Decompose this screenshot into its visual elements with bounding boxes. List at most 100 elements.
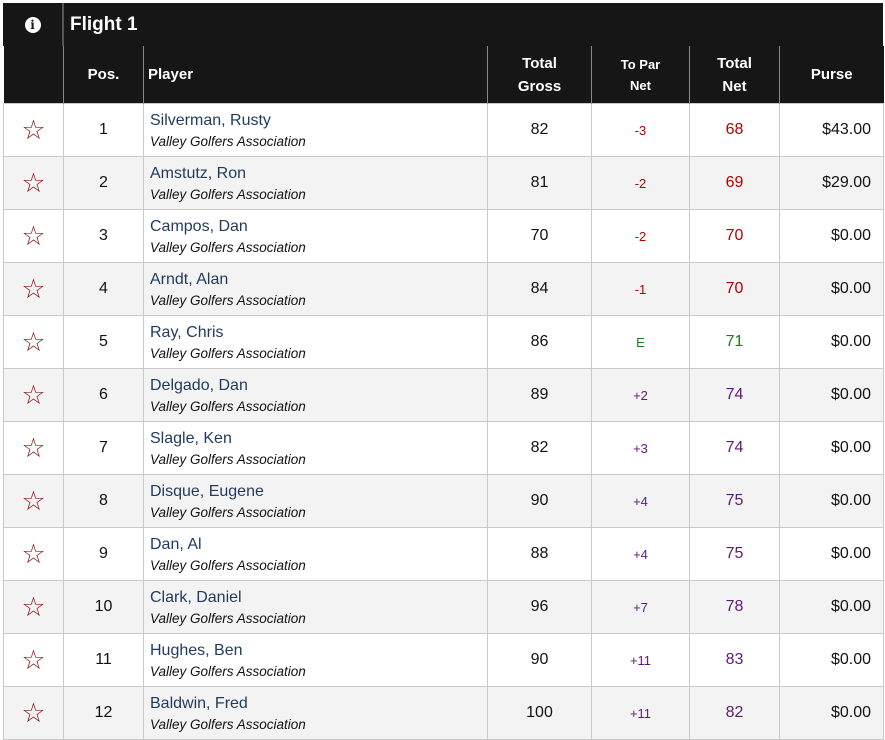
player-name-link[interactable]: Baldwin, Fred xyxy=(150,695,248,712)
player-club: Valley Golfers Association xyxy=(150,134,306,149)
player-club: Valley Golfers Association xyxy=(150,505,306,520)
player-name-link[interactable]: Hughes, Ben xyxy=(150,642,243,659)
total-gross-cell: 82 xyxy=(487,421,592,475)
player-name-link[interactable]: Slagle, Ken xyxy=(150,430,232,447)
player-club: Valley Golfers Association xyxy=(150,558,306,573)
table-row[interactable]: ☆ 4 Arndt, Alan Valley Golfers Association 8… xyxy=(3,262,884,316)
player-club: Valley Golfers Association xyxy=(150,452,306,467)
to-par-net-cell: -2 xyxy=(591,156,690,210)
to-par-net-cell: +7 xyxy=(591,580,690,634)
header-purse[interactable]: Purse xyxy=(779,46,884,104)
player-cell: Campos, Dan Valley Golfers Association xyxy=(143,209,488,263)
star-icon[interactable]: ☆ xyxy=(21,114,46,146)
player-name-link[interactable]: Dan, Al xyxy=(150,536,202,553)
table-row[interactable]: ☆ 1 Silverman, Rusty Valley Golfers Associa… xyxy=(3,103,884,157)
star-icon[interactable]: ☆ xyxy=(21,167,46,199)
header-to-par-net[interactable]: To Par Net xyxy=(591,46,690,104)
total-gross-cell: 84 xyxy=(487,262,592,316)
header-total-net[interactable]: Total Net xyxy=(689,46,780,104)
header-total-gross-line1: Total xyxy=(522,54,557,72)
purse-cell: $0.00 xyxy=(779,633,884,687)
to-par-net-cell: +4 xyxy=(591,527,690,581)
table-row[interactable]: ☆ 8 Disque, Eugene Valley Golfers Associati… xyxy=(3,474,884,528)
favorite-cell[interactable]: ☆ xyxy=(3,262,64,316)
player-name-link[interactable]: Arndt, Alan xyxy=(150,271,229,288)
star-icon[interactable]: ☆ xyxy=(21,432,46,464)
purse-cell: $0.00 xyxy=(779,262,884,316)
header-total-gross[interactable]: Total Gross xyxy=(487,46,592,104)
total-net-cell: 70 xyxy=(689,209,780,263)
star-icon[interactable]: ☆ xyxy=(21,538,46,570)
header-total-gross-line2: Gross xyxy=(517,77,562,95)
player-cell: Baldwin, Fred Valley Golfers Association xyxy=(143,686,488,740)
total-net-cell: 75 xyxy=(689,527,780,581)
pos-cell: 9 xyxy=(63,527,144,581)
player-name-link[interactable]: Silverman, Rusty xyxy=(150,112,271,129)
pos-cell: 1 xyxy=(63,103,144,157)
player-name-link[interactable]: Delgado, Dan xyxy=(150,377,248,394)
table-row[interactable]: ☆ 5 Ray, Chris Valley Golfers Association 86… xyxy=(3,315,884,369)
player-name-link[interactable]: Disque, Eugene xyxy=(150,483,264,500)
player-cell: Disque, Eugene Valley Golfers Association xyxy=(143,474,488,528)
star-icon[interactable]: ☆ xyxy=(21,591,46,623)
pos-cell: 11 xyxy=(63,633,144,687)
favorite-cell[interactable]: ☆ xyxy=(3,580,64,634)
favorite-cell[interactable]: ☆ xyxy=(3,156,64,210)
table-row[interactable]: ☆ 10 Clark, Daniel Valley Golfers Associati… xyxy=(3,580,884,634)
favorite-cell[interactable]: ☆ xyxy=(3,527,64,581)
flight-header-bar: i Flight 1 xyxy=(3,3,883,46)
player-club: Valley Golfers Association xyxy=(150,293,306,308)
favorite-cell[interactable]: ☆ xyxy=(3,209,64,263)
table-row[interactable]: ☆ 12 Baldwin, Fred Valley Golfers Associati… xyxy=(3,686,884,740)
star-icon[interactable]: ☆ xyxy=(21,379,46,411)
favorite-cell[interactable]: ☆ xyxy=(3,474,64,528)
player-cell: Clark, Daniel Valley Golfers Association xyxy=(143,580,488,634)
to-par-net-cell: -2 xyxy=(591,209,690,263)
to-par-net-cell: +11 xyxy=(591,686,690,740)
favorite-cell[interactable]: ☆ xyxy=(3,633,64,687)
purse-cell: $0.00 xyxy=(779,368,884,422)
star-icon[interactable]: ☆ xyxy=(21,644,46,676)
table-row[interactable]: ☆ 9 Dan, Al Valley Golfers Association 88 +4 7… xyxy=(3,527,884,581)
player-name-link[interactable]: Ray, Chris xyxy=(150,324,224,341)
total-net-cell: 82 xyxy=(689,686,780,740)
favorite-cell[interactable]: ☆ xyxy=(3,368,64,422)
to-par-net-cell: +3 xyxy=(591,421,690,475)
table-row[interactable]: ☆ 7 Slagle, Ken Valley Golfers Association 8… xyxy=(3,421,884,475)
purse-cell: $29.00 xyxy=(779,156,884,210)
star-icon[interactable]: ☆ xyxy=(21,697,46,729)
player-name-link[interactable]: Clark, Daniel xyxy=(150,589,242,606)
pos-cell: 4 xyxy=(63,262,144,316)
favorite-cell[interactable]: ☆ xyxy=(3,103,64,157)
header-player[interactable]: Player xyxy=(143,46,488,104)
table-row[interactable]: ☆ 6 Delgado, Dan Valley Golfers Association… xyxy=(3,368,884,422)
header-to-par-net-line1: To Par xyxy=(620,56,661,72)
star-icon[interactable]: ☆ xyxy=(21,485,46,517)
star-icon[interactable]: ☆ xyxy=(21,326,46,358)
table-row[interactable]: ☆ 3 Campos, Dan Valley Golfers Association 7… xyxy=(3,209,884,263)
purse-cell: $43.00 xyxy=(779,103,884,157)
info-icon[interactable]: i xyxy=(24,16,41,33)
purse-cell: $0.00 xyxy=(779,527,884,581)
player-name-link[interactable]: Amstutz, Ron xyxy=(150,165,247,182)
player-cell: Hughes, Ben Valley Golfers Association xyxy=(143,633,488,687)
total-gross-cell: 88 xyxy=(487,527,592,581)
purse-cell: $0.00 xyxy=(779,209,884,263)
player-cell: Amstutz, Ron Valley Golfers Association xyxy=(143,156,488,210)
star-icon[interactable]: ☆ xyxy=(21,273,46,305)
total-net-cell: 70 xyxy=(689,262,780,316)
favorite-cell[interactable]: ☆ xyxy=(3,421,64,475)
player-club: Valley Golfers Association xyxy=(150,611,306,626)
player-name-link[interactable]: Campos, Dan xyxy=(150,218,248,235)
pos-cell: 6 xyxy=(63,368,144,422)
favorite-cell[interactable]: ☆ xyxy=(3,686,64,740)
star-icon[interactable]: ☆ xyxy=(21,220,46,252)
total-net-cell: 68 xyxy=(689,103,780,157)
header-pos[interactable]: Pos. xyxy=(63,46,144,104)
table-row[interactable]: ☆ 2 Amstutz, Ron Valley Golfers Association… xyxy=(3,156,884,210)
info-button[interactable]: i xyxy=(3,3,62,46)
table-row[interactable]: ☆ 11 Hughes, Ben Valley Golfers Association… xyxy=(3,633,884,687)
total-gross-cell: 82 xyxy=(487,103,592,157)
total-net-cell: 74 xyxy=(689,368,780,422)
favorite-cell[interactable]: ☆ xyxy=(3,315,64,369)
